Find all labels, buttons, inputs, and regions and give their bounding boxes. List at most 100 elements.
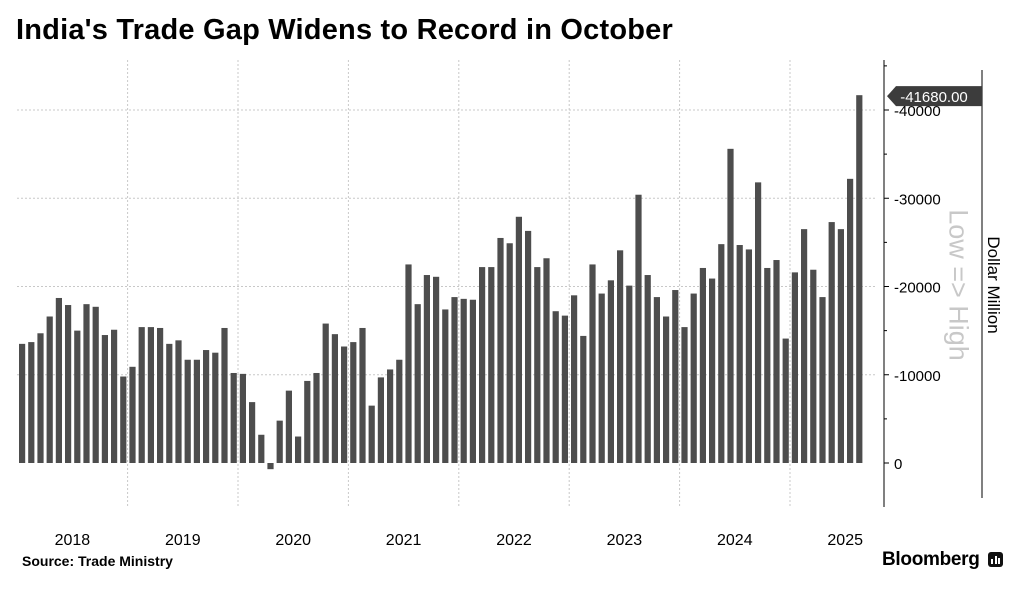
bar	[561, 315, 568, 463]
bar	[55, 297, 62, 463]
bar	[663, 316, 670, 463]
terminal-icon	[988, 552, 1003, 567]
bar	[709, 278, 716, 463]
bar	[414, 304, 421, 463]
y-tick-label: -40000	[894, 103, 941, 120]
bar	[589, 264, 596, 463]
bar	[460, 298, 467, 463]
bar	[175, 340, 182, 463]
bar	[120, 376, 127, 463]
bar	[341, 346, 348, 463]
bar	[653, 297, 660, 463]
last-value-callout: -41680.00	[887, 86, 982, 107]
bar	[304, 380, 311, 463]
bar	[644, 275, 651, 463]
bar	[598, 293, 605, 463]
bar	[755, 182, 762, 464]
bar	[368, 405, 375, 463]
bar	[239, 373, 246, 463]
bar	[525, 230, 532, 463]
bar	[607, 280, 614, 463]
bar	[322, 323, 329, 463]
bar	[543, 258, 550, 463]
source-note: Source: Trade Ministry	[22, 553, 173, 569]
bar	[46, 316, 53, 463]
bar	[138, 327, 145, 463]
bar	[230, 372, 237, 463]
bar	[350, 342, 357, 463]
bar	[276, 420, 283, 463]
bar	[111, 329, 118, 463]
bar	[285, 390, 292, 463]
x-tick-label: 2019	[165, 532, 201, 549]
bar	[19, 343, 26, 463]
x-axis-labels: 2018 2019 2020 2021 2022 2023 2024 2025	[55, 532, 863, 549]
bar	[515, 216, 522, 463]
callout-label: -41680.00	[900, 89, 968, 106]
bar	[828, 222, 835, 463]
bar	[295, 436, 302, 463]
y-tick-label: -20000	[894, 280, 941, 297]
bar	[147, 327, 154, 463]
bar	[727, 148, 734, 463]
bar	[497, 237, 504, 463]
bar	[801, 229, 808, 463]
bar	[359, 327, 366, 463]
bar	[65, 305, 72, 463]
bar	[626, 285, 633, 463]
chart-title: India's Trade Gap Widens to Record in Oc…	[16, 14, 673, 46]
bar	[745, 249, 752, 463]
bar	[736, 245, 743, 463]
bar	[193, 359, 200, 463]
bar	[433, 276, 440, 463]
y-tick-label: -10000	[894, 368, 941, 385]
x-tick-label: 2023	[607, 532, 643, 549]
bar	[166, 343, 173, 463]
bar	[451, 297, 458, 463]
bar	[718, 244, 725, 463]
brand-logo: Bloomberg	[882, 549, 980, 570]
x-tick-label: 2021	[386, 532, 422, 549]
bar	[157, 327, 164, 463]
bar	[617, 250, 624, 463]
bar	[377, 377, 384, 463]
bar	[387, 369, 394, 463]
bar	[267, 463, 274, 470]
bar	[83, 304, 90, 463]
callout-box	[887, 86, 982, 107]
bar	[212, 352, 219, 463]
bar	[405, 264, 412, 463]
bar	[534, 267, 541, 463]
bar	[396, 359, 403, 463]
y-tick-label: 0	[894, 456, 902, 473]
bar	[690, 293, 697, 463]
bar	[837, 229, 844, 463]
bar	[331, 334, 338, 463]
bar	[791, 272, 798, 463]
y-tick-label: -30000	[894, 191, 941, 208]
bar	[773, 260, 780, 463]
bar	[681, 327, 688, 463]
bar	[479, 267, 486, 463]
bar	[847, 178, 854, 463]
bar	[506, 243, 513, 463]
bar	[810, 269, 817, 463]
x-tick-label: 2022	[496, 532, 532, 549]
x-tick-label: 2018	[55, 532, 91, 549]
bar	[580, 335, 587, 463]
bar	[856, 95, 863, 463]
bar	[37, 333, 44, 463]
bar	[552, 311, 559, 463]
y-axis: 0 -10000 -20000 -30000 -40000	[883, 60, 983, 507]
bar	[184, 359, 191, 463]
bar	[101, 335, 108, 463]
bar	[203, 350, 210, 463]
bars	[19, 95, 863, 470]
bar	[469, 299, 476, 463]
bar	[672, 290, 679, 463]
x-tick-label: 2024	[717, 532, 753, 549]
bar	[28, 342, 35, 463]
bar	[442, 309, 449, 463]
bar	[92, 306, 99, 463]
